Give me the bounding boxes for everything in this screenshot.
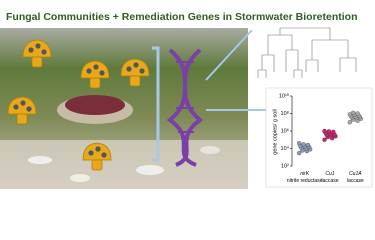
point [322,128,327,134]
point [347,120,352,125]
category-gene: Cu1A [349,171,362,177]
dendrogram [257,27,357,78]
graphical-abstract: Fungal Communities + Remediation Genes i… [0,11,373,189]
y-tick-label: 10⁴ [281,145,290,152]
category-product: nitrite reductase [287,178,323,184]
point [322,137,327,142]
connector [205,29,270,111]
bracket [152,46,160,162]
title: Fungal Communities + Remediation Genes i… [6,11,358,23]
category-gene: nirK [300,171,310,177]
y-tick-label: 10¹⁰ [279,92,290,99]
point [331,129,336,134]
y-axis-label: gene copies/ g soil [272,109,278,155]
y-tick-label: 10² [281,163,289,169]
chart-panel [265,87,373,188]
category-gene: Cu1 [325,171,334,177]
point [305,142,311,148]
point [297,141,302,146]
point [301,142,306,147]
point [350,110,356,115]
category-product: laccase [322,178,339,184]
point [355,111,360,116]
dna-icon [166,48,204,167]
point [326,129,332,134]
y-tick-label: 10⁶ [281,127,289,134]
category-product: laccase [347,178,364,184]
point [297,150,302,156]
y-tick-label: 10⁸ [281,110,289,117]
